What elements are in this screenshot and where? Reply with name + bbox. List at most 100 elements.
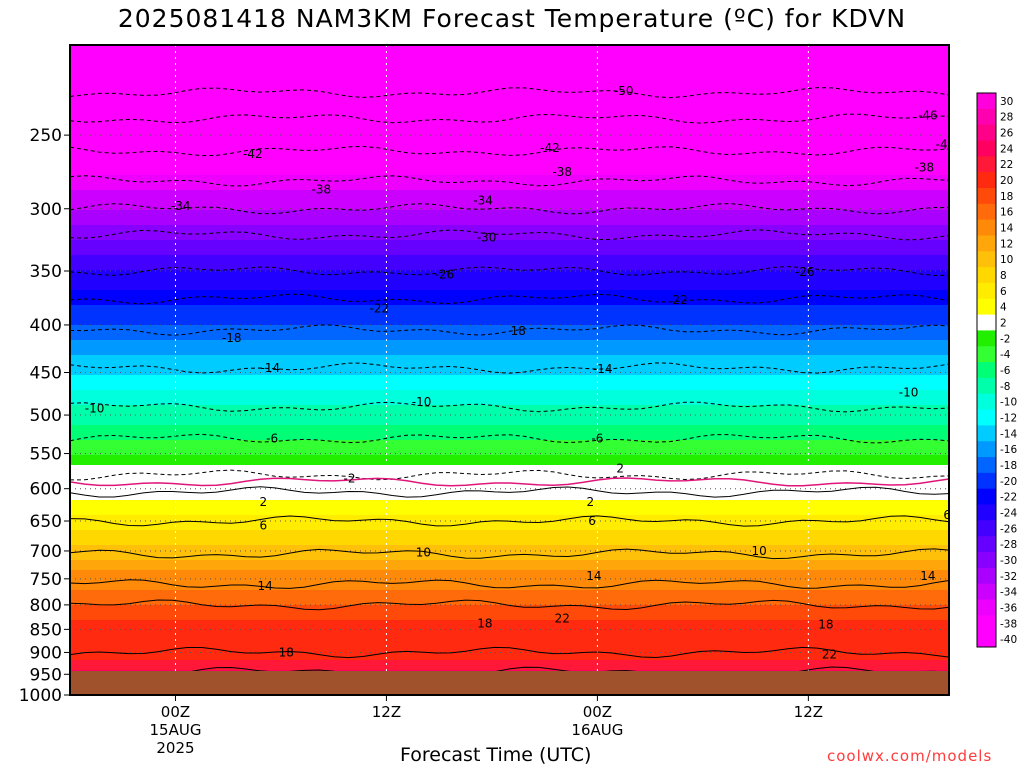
contour-label: -2 — [344, 471, 356, 485]
colorbar-label: 6 — [1000, 286, 1007, 298]
y-tick-label: 250 — [30, 126, 62, 146]
contour-label: -50 — [614, 84, 634, 98]
contour-label: 18 — [477, 617, 492, 631]
contour-line — [70, 87, 949, 99]
temperature-band — [70, 210, 949, 216]
colorbar-label: -24 — [1000, 507, 1017, 519]
y-tick-label: 300 — [30, 200, 62, 220]
contour-line — [70, 113, 949, 124]
colorbar-label: -30 — [1000, 555, 1017, 567]
temperature-band — [70, 75, 949, 81]
colorbar-swatch — [977, 346, 996, 363]
colorbar-label: 30 — [1000, 96, 1013, 108]
temperature-band — [70, 565, 949, 571]
contour-line — [70, 203, 949, 215]
x-axis-label: Forecast Time (UTC) — [400, 744, 592, 766]
y-tick-label: 750 — [30, 570, 62, 590]
temperature-band — [70, 250, 949, 256]
temperature-band — [70, 65, 949, 71]
y-tick-label: 400 — [30, 316, 62, 336]
x-tick-label: 12Z — [372, 703, 401, 721]
contour-label: -38 — [312, 182, 332, 196]
colorbar-swatch — [977, 362, 996, 379]
contour-line — [70, 401, 949, 413]
temperature-band — [70, 660, 949, 666]
temperature-band — [70, 80, 949, 86]
temperature-band — [70, 350, 949, 356]
contour-label: 18 — [279, 645, 294, 659]
contour-label: 10 — [416, 546, 431, 560]
temperature-band — [70, 155, 949, 161]
temperature-band — [70, 335, 949, 341]
contour-label: -34 — [473, 194, 493, 208]
temperature-band — [70, 165, 949, 171]
y-tick-label: 350 — [30, 262, 62, 282]
x-tick-label: 12Z — [794, 703, 823, 721]
contour-line — [70, 175, 949, 187]
contour-label: 2 — [587, 495, 595, 509]
temperature-band — [70, 520, 949, 526]
colorbar-label: 12 — [1000, 238, 1013, 250]
temperature-band — [70, 400, 949, 406]
y-tick-label: 850 — [30, 620, 62, 640]
temperature-band — [70, 245, 949, 251]
colorbar-swatch — [977, 488, 996, 506]
temperature-band — [70, 140, 949, 146]
temperature-band — [70, 560, 949, 566]
contour-label: -10 — [85, 402, 105, 416]
temperature-band — [70, 535, 949, 541]
colorbar-swatch — [977, 615, 996, 632]
contour-label: -18 — [959, 326, 979, 340]
colorbar-label: 18 — [1000, 191, 1013, 203]
chart-title: 2025081418 NAM3KM Forecast Temperature (… — [117, 4, 907, 33]
temperature-band — [70, 430, 949, 436]
contour-line — [70, 646, 949, 659]
colorbar-label: -16 — [1000, 444, 1017, 456]
temperature-band — [70, 255, 949, 261]
colorbar-label: -12 — [1000, 412, 1017, 424]
colorbar-label: -8 — [1000, 381, 1010, 393]
temperature-band — [70, 365, 949, 371]
colorbar-label: -14 — [1000, 428, 1017, 440]
contour-label: -14 — [593, 362, 613, 376]
temperature-band — [70, 315, 949, 321]
temperature-band — [70, 345, 949, 351]
colorbar-label: -6 — [1000, 365, 1011, 377]
temperature-band — [70, 525, 949, 531]
temperature-band — [70, 280, 949, 286]
temperature-band — [70, 545, 949, 551]
temperature-band — [70, 215, 949, 221]
contour-line — [70, 229, 949, 241]
temperature-band — [70, 515, 949, 521]
temperature-band — [70, 595, 949, 601]
temperature-band — [70, 200, 949, 206]
y-tick-label: 1000 — [19, 686, 62, 706]
colorbar-swatch — [977, 393, 996, 411]
contour-label: -18 — [222, 331, 242, 345]
credit-link[interactable]: coolwx.com/models — [827, 747, 993, 765]
colorbar-label: 28 — [1000, 112, 1013, 124]
y-tick-label: 450 — [30, 364, 62, 384]
temperature-band — [70, 230, 949, 236]
contour-label: 6 — [943, 508, 951, 522]
temperature-band — [70, 375, 949, 381]
temperature-band — [70, 270, 949, 276]
contour-label: -6 — [266, 432, 278, 446]
temperature-band — [70, 410, 949, 416]
temperature-band — [70, 235, 949, 241]
ground-surface — [71, 671, 948, 694]
contour-label: 14 — [586, 569, 601, 583]
contour-label-layer: -50-46-42 -42 -42-38-38 -38-34 -34 -34-30-26-… — [85, 84, 979, 687]
colorbar-label: 14 — [1000, 223, 1014, 235]
contour-label: -38 — [552, 165, 572, 179]
colorbar-swatch — [977, 282, 996, 300]
colorbar-swatch — [977, 203, 996, 221]
temperature-band — [70, 395, 949, 401]
temperature-band — [70, 630, 949, 636]
x-tick-label: 00Z — [161, 703, 190, 721]
colorbar-swatch — [977, 567, 996, 585]
contour-line — [70, 666, 949, 678]
temperature-band — [70, 195, 949, 201]
contour-line — [70, 579, 949, 589]
